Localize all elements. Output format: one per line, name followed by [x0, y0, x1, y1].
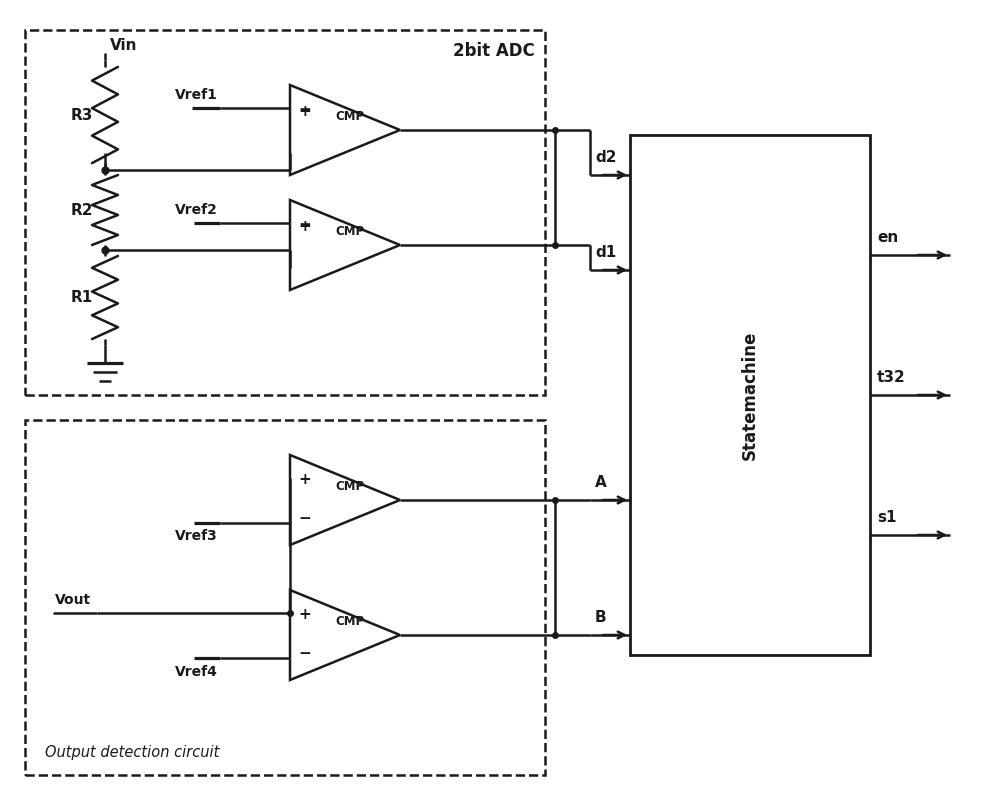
- Text: d1: d1: [595, 245, 616, 260]
- Text: +: +: [298, 219, 311, 233]
- Text: A: A: [595, 475, 607, 490]
- Text: 2bit ADC: 2bit ADC: [453, 42, 535, 60]
- Text: Vref1: Vref1: [175, 88, 218, 101]
- Text: d2: d2: [595, 150, 616, 165]
- Bar: [25, 420, 545, 775]
- Text: Vin: Vin: [110, 38, 138, 53]
- Text: −: −: [298, 217, 311, 233]
- Text: Statemachine: Statemachine: [741, 330, 759, 460]
- Text: Vout: Vout: [55, 593, 91, 608]
- Text: −: −: [298, 511, 311, 526]
- Text: t32: t32: [877, 370, 906, 385]
- Text: Vref4: Vref4: [175, 664, 218, 679]
- Text: CMP: CMP: [335, 615, 365, 628]
- Text: Output detection circuit: Output detection circuit: [45, 745, 219, 760]
- Text: +: +: [298, 607, 311, 622]
- Text: −: −: [298, 646, 311, 662]
- Text: CMP: CMP: [335, 480, 365, 493]
- Text: −: −: [298, 102, 311, 118]
- Text: R2: R2: [70, 203, 93, 217]
- Text: R1: R1: [71, 290, 93, 305]
- Text: CMP: CMP: [335, 225, 365, 238]
- Text: B: B: [595, 610, 607, 625]
- Text: CMP: CMP: [335, 110, 365, 123]
- Text: R3: R3: [71, 108, 93, 122]
- Text: Vref3: Vref3: [175, 530, 218, 543]
- Text: en: en: [877, 230, 898, 245]
- Text: s1: s1: [877, 510, 896, 525]
- Bar: [25, 30, 545, 395]
- Text: Vref2: Vref2: [175, 203, 218, 217]
- Text: +: +: [298, 473, 311, 487]
- Bar: [630, 135, 870, 655]
- Text: +: +: [298, 104, 311, 118]
